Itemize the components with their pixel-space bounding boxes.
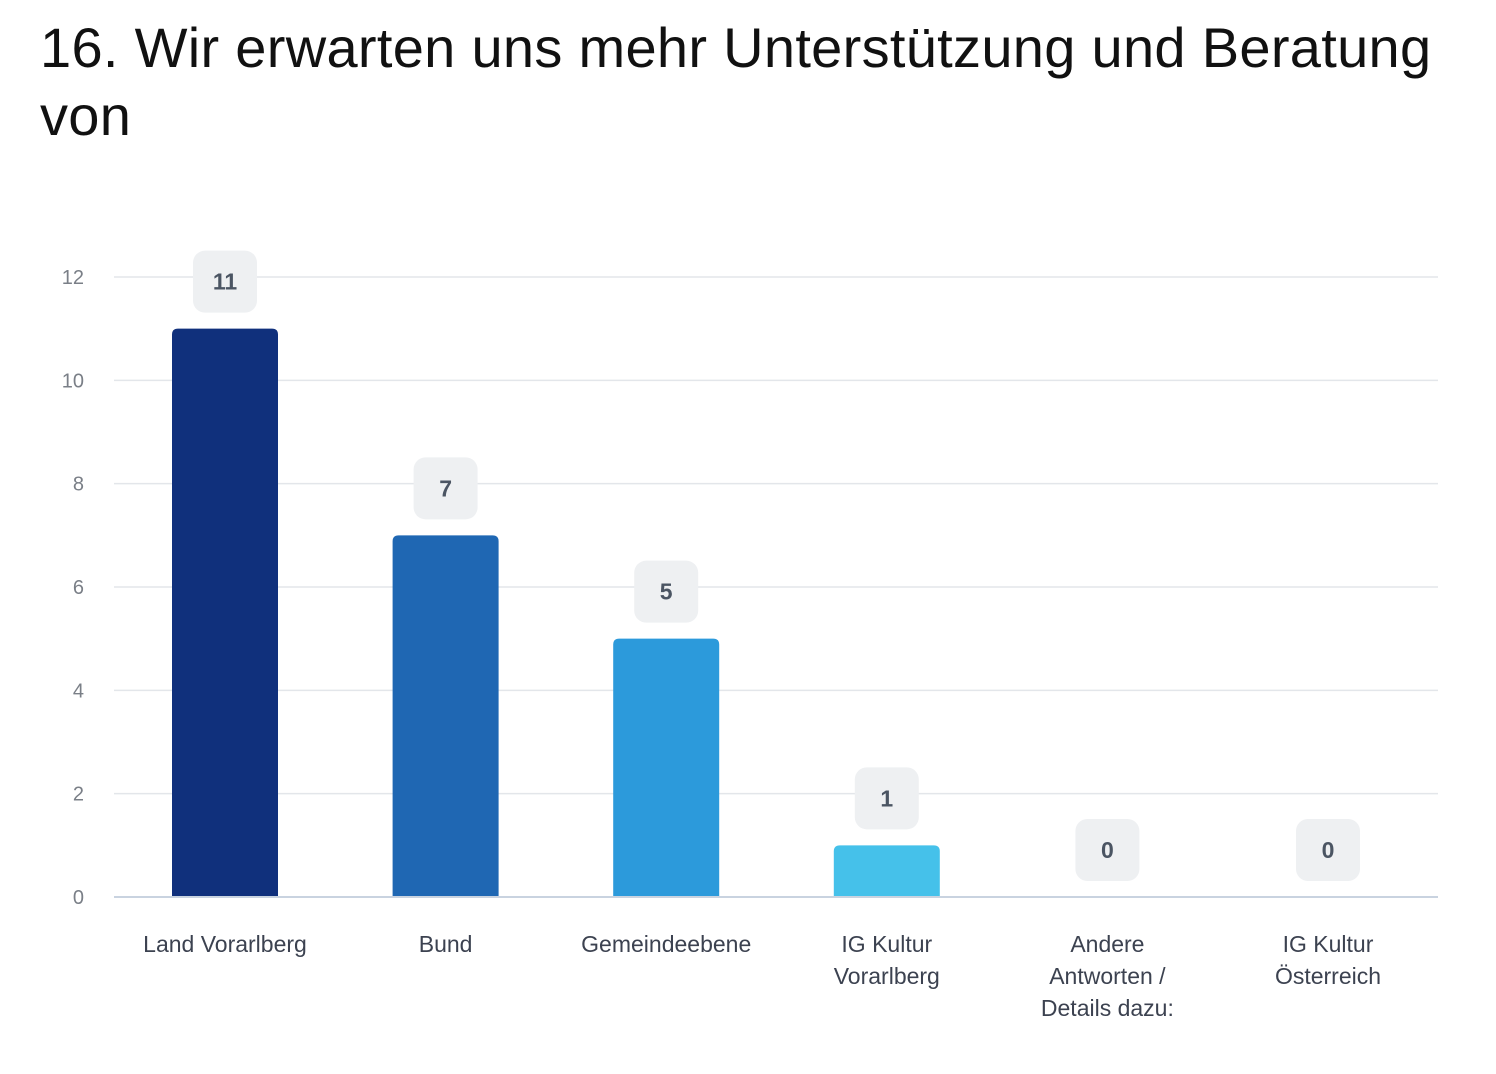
y-tick-label: 2 [73, 784, 84, 806]
data-label: 7 [413, 457, 478, 520]
x-tick-label-line: IG Kultur [841, 931, 932, 957]
x-tick-label-line: Andere [1070, 931, 1144, 957]
data-label-text: 0 [1101, 837, 1114, 863]
bar[interactable] [613, 638, 720, 897]
bar[interactable] [392, 535, 499, 897]
y-tick-label: 12 [62, 267, 84, 289]
y-tick-label: 10 [62, 370, 84, 392]
data-label-box [1075, 819, 1140, 881]
data-label: 1 [854, 767, 919, 830]
data-label-text: 5 [660, 579, 673, 605]
data-label-text: 0 [1322, 837, 1335, 863]
x-tick-label-line: Österreich [1275, 963, 1381, 989]
x-tick-label: IG Kultur Vorarlberg [834, 931, 940, 989]
data-label-box [1296, 819, 1360, 881]
data-label: 5 [634, 560, 699, 623]
data-label: 0 [1075, 819, 1140, 881]
x-tick-label: Land Vorarlberg [143, 931, 307, 957]
y-tick-label: 6 [73, 577, 84, 599]
x-tick-label-line: Details dazu: [1041, 995, 1174, 1021]
x-tick-label: Andere Antworten / Details dazu: [1041, 931, 1174, 1021]
data-label: 11 [193, 250, 257, 313]
data-label: 0 [1296, 819, 1360, 881]
data-label-text: 1 [880, 785, 893, 811]
bar[interactable] [172, 328, 278, 898]
y-tick-label: 4 [73, 680, 84, 702]
grid-lines [114, 276, 1438, 795]
x-tick-label: Bund [419, 931, 473, 957]
x-tick-label-line: Land Vorarlberg [143, 931, 307, 957]
x-tick-label-line: Vorarlberg [834, 963, 940, 989]
x-axis-ticks: Land Vorarlberg Bund Gemeindeebene IG Kultu… [143, 931, 1381, 1021]
x-tick-label: Gemeindeebene [581, 931, 751, 957]
data-label-text: 7 [439, 475, 452, 501]
x-tick-label-line: Antworten / [1049, 963, 1166, 989]
bar[interactable] [833, 845, 940, 897]
data-label-box [193, 250, 257, 313]
y-axis-ticks: 0 2 4 6 8 10 12 [62, 267, 84, 909]
x-tick-label-line: IG Kultur [1283, 931, 1374, 957]
data-label-text: 11 [213, 269, 238, 295]
y-tick-label: 8 [73, 474, 84, 496]
x-tick-label-line: Bund [419, 931, 473, 957]
x-tick-label-line: Gemeindeebene [581, 931, 751, 957]
data-labels: 11 7 5 1 0 0 [193, 250, 1360, 881]
y-tick-label: 0 [73, 887, 84, 909]
x-tick-label: IG Kultur Österreich [1275, 931, 1381, 989]
chart-title: 16. Wir erwarten uns mehr Unterstützung … [40, 16, 1432, 147]
data-label-box [413, 457, 478, 520]
data-label-box [634, 560, 699, 623]
bars [172, 328, 940, 898]
data-label-box [854, 767, 919, 830]
